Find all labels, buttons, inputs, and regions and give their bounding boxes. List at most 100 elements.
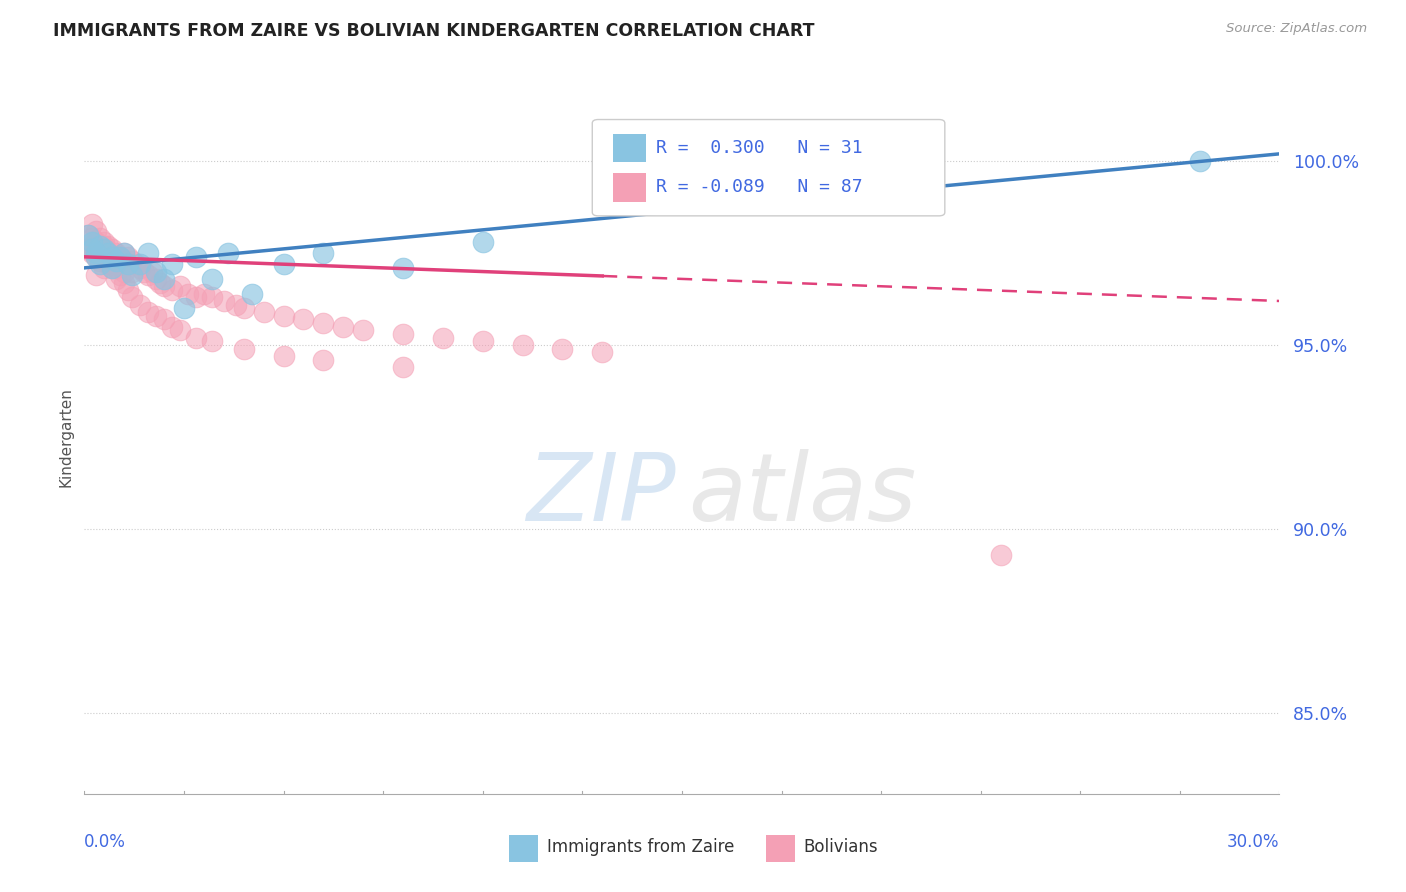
Point: [86, 235, 108, 249]
Point: [471, 334, 494, 349]
Point: [173, 301, 195, 316]
Point: [101, 250, 124, 264]
Point: [105, 253, 128, 268]
Point: [77, 227, 100, 242]
Point: [112, 246, 135, 260]
Point: [101, 243, 124, 257]
Point: [312, 246, 335, 260]
Point: [97, 246, 120, 260]
Point: [129, 298, 152, 312]
Point: [110, 257, 132, 271]
Point: [184, 250, 207, 264]
Point: [201, 290, 224, 304]
FancyBboxPatch shape: [592, 120, 945, 216]
Point: [1188, 154, 1211, 169]
Point: [232, 342, 254, 356]
Point: [86, 268, 108, 283]
Point: [212, 293, 235, 308]
Point: [101, 250, 124, 264]
Point: [273, 349, 295, 363]
Point: [240, 286, 263, 301]
Point: [153, 272, 176, 286]
Point: [86, 250, 108, 264]
Point: [86, 250, 108, 264]
Point: [145, 264, 167, 278]
Point: [82, 235, 104, 249]
Point: [86, 246, 108, 260]
Point: [89, 239, 111, 253]
Point: [136, 305, 159, 319]
Point: [201, 272, 224, 286]
Point: [112, 246, 135, 260]
Point: [591, 345, 613, 359]
Point: [89, 239, 111, 253]
Point: [141, 264, 163, 278]
Point: [136, 246, 159, 260]
Text: Source: ZipAtlas.com: Source: ZipAtlas.com: [1226, 22, 1367, 36]
Point: [105, 246, 128, 260]
Point: [101, 260, 124, 275]
Point: [990, 548, 1012, 562]
Point: [312, 316, 335, 330]
Bar: [509, 835, 538, 862]
Point: [292, 312, 315, 326]
Point: [160, 319, 183, 334]
Point: [97, 246, 120, 260]
Point: [392, 260, 415, 275]
Point: [112, 276, 135, 290]
Point: [193, 286, 215, 301]
Point: [97, 257, 120, 271]
Point: [121, 290, 143, 304]
Point: [82, 217, 104, 231]
Point: [86, 243, 108, 257]
Point: [253, 305, 276, 319]
Text: R = -0.089   N = 87: R = -0.089 N = 87: [655, 178, 862, 196]
Point: [160, 257, 183, 271]
Point: [117, 250, 139, 264]
Point: [512, 338, 534, 352]
Point: [184, 290, 207, 304]
Point: [110, 268, 132, 283]
Text: 0.0%: 0.0%: [84, 833, 127, 851]
Point: [101, 260, 124, 275]
Point: [110, 250, 132, 264]
Point: [132, 264, 156, 278]
Point: [86, 224, 108, 238]
Point: [89, 257, 111, 271]
Point: [217, 246, 239, 260]
Point: [121, 264, 143, 278]
Text: 30.0%: 30.0%: [1227, 833, 1279, 851]
Point: [201, 334, 224, 349]
Point: [117, 283, 139, 297]
Point: [129, 260, 152, 275]
Point: [169, 323, 191, 337]
Point: [392, 360, 415, 375]
Text: Immigrants from Zaire: Immigrants from Zaire: [547, 838, 734, 856]
Point: [93, 260, 115, 275]
Point: [89, 231, 111, 245]
Point: [93, 243, 115, 257]
Text: ZIP: ZIP: [526, 449, 676, 540]
Point: [153, 312, 176, 326]
Point: [225, 298, 247, 312]
Point: [352, 323, 374, 337]
Point: [93, 243, 115, 257]
Point: [392, 327, 415, 342]
Point: [273, 257, 295, 271]
Point: [153, 279, 176, 293]
Point: [105, 260, 128, 275]
Point: [471, 235, 494, 249]
Point: [110, 250, 132, 264]
Point: [89, 253, 111, 268]
Text: Bolivians: Bolivians: [804, 838, 879, 856]
Point: [93, 250, 115, 264]
Point: [184, 331, 207, 345]
Point: [177, 286, 200, 301]
Point: [97, 246, 120, 260]
Point: [117, 257, 139, 271]
Point: [312, 352, 335, 367]
Point: [169, 279, 191, 293]
Point: [97, 239, 120, 253]
Point: [145, 272, 167, 286]
Point: [77, 227, 100, 242]
